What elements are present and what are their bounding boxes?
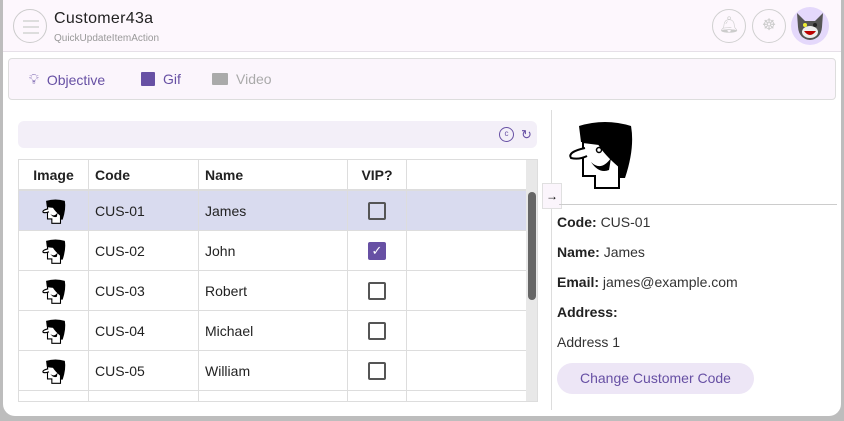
app-title: Customer43a bbox=[54, 10, 154, 27]
row-vip bbox=[348, 191, 407, 230]
panel-divider[interactable] bbox=[551, 110, 552, 410]
column-code: Code bbox=[89, 160, 199, 189]
search-bar[interactable]: c ↻ bbox=[18, 121, 537, 148]
tab-gif[interactable]: Gif bbox=[141, 71, 181, 87]
column-vip: VIP? bbox=[348, 160, 407, 189]
menu-button[interactable] bbox=[13, 9, 47, 43]
column-empty bbox=[407, 160, 526, 189]
row-image bbox=[19, 231, 89, 270]
row-image bbox=[19, 271, 89, 310]
tab-video[interactable]: Video bbox=[212, 71, 272, 87]
tab-bar: 💡︎ Objective Gif Video bbox=[8, 58, 836, 100]
change-customer-code-button[interactable]: Change Customer Code bbox=[557, 363, 754, 394]
row-empty bbox=[407, 191, 526, 230]
table-row[interactable]: CUS-04 Michael bbox=[19, 311, 526, 351]
app-header: Customer43a QuickUpdateItemAction 🔔︎ ☸ bbox=[3, 0, 841, 52]
table-row[interactable]: CUS-03 Robert bbox=[19, 271, 526, 311]
row-image bbox=[19, 351, 89, 390]
lightbulb-icon: 💡︎ bbox=[29, 71, 39, 87]
image-icon bbox=[141, 72, 155, 86]
table-row[interactable]: CUS-02 John ✓ bbox=[19, 231, 526, 271]
row-vip bbox=[348, 271, 407, 310]
row-name: John bbox=[199, 231, 348, 270]
row-vip bbox=[348, 311, 407, 350]
tab-objective[interactable]: 💡︎ Objective bbox=[29, 71, 106, 88]
row-vip bbox=[348, 351, 407, 390]
row-empty bbox=[407, 351, 526, 390]
detail-separator bbox=[559, 204, 837, 205]
row-code: CUS-04 bbox=[89, 311, 199, 350]
row-code: CUS-05 bbox=[89, 351, 199, 390]
debug-button[interactable]: ☸ bbox=[752, 9, 786, 43]
detail-address-label: Address: bbox=[557, 304, 618, 320]
row-empty bbox=[407, 271, 526, 310]
vip-checkbox[interactable]: ✓ bbox=[368, 241, 386, 260]
app-subtitle: QuickUpdateItemAction bbox=[54, 33, 160, 44]
table-row[interactable] bbox=[19, 391, 526, 401]
row-name: Michael bbox=[199, 311, 348, 350]
table-row[interactable]: CUS-01 James bbox=[19, 191, 526, 231]
row-empty bbox=[407, 231, 526, 270]
column-name: Name bbox=[199, 160, 348, 189]
row-name: William bbox=[199, 351, 348, 390]
avatar[interactable] bbox=[791, 7, 829, 45]
app-window: Customer43a QuickUpdateItemAction 🔔︎ ☸ 💡… bbox=[3, 0, 841, 416]
bell-icon: 🔔︎ bbox=[718, 17, 740, 34]
table-header: Image Code Name VIP? bbox=[19, 160, 526, 191]
notifications-button[interactable]: 🔔︎ bbox=[712, 9, 746, 43]
arrow-right-icon: → bbox=[546, 189, 558, 203]
row-code: CUS-01 bbox=[89, 191, 199, 230]
reset-icon[interactable]: c bbox=[499, 127, 514, 142]
scrollbar-thumb[interactable] bbox=[528, 192, 536, 300]
column-image: Image bbox=[19, 160, 89, 189]
refresh-icon[interactable]: ↻ bbox=[521, 127, 532, 142]
row-name: Robert bbox=[199, 271, 348, 310]
vip-checkbox[interactable] bbox=[368, 281, 386, 300]
row-code: CUS-02 bbox=[89, 231, 199, 270]
expand-panel-button[interactable]: → bbox=[542, 183, 562, 209]
video-icon bbox=[212, 73, 228, 85]
bug-icon: ☸ bbox=[761, 17, 777, 34]
detail-email: Email: james@example.com bbox=[557, 274, 738, 290]
vip-checkbox[interactable] bbox=[368, 321, 386, 340]
detail-code: Code: CUS-01 bbox=[557, 214, 651, 230]
row-empty bbox=[407, 311, 526, 350]
row-vip: ✓ bbox=[348, 231, 407, 270]
detail-name: Name: James bbox=[557, 244, 645, 260]
row-image bbox=[19, 311, 89, 350]
vip-checkbox[interactable] bbox=[368, 361, 386, 380]
customer-image bbox=[565, 118, 637, 195]
scrollbar[interactable] bbox=[526, 160, 537, 401]
row-image bbox=[19, 191, 89, 230]
row-code: CUS-03 bbox=[89, 271, 199, 310]
detail-address: Address 1 bbox=[557, 334, 621, 350]
customer-table: Image Code Name VIP? CUS-01 James CUS-02… bbox=[18, 159, 538, 402]
vip-checkbox[interactable] bbox=[368, 201, 386, 220]
table-row[interactable]: CUS-05 William bbox=[19, 351, 526, 391]
row-name: James bbox=[199, 191, 348, 230]
